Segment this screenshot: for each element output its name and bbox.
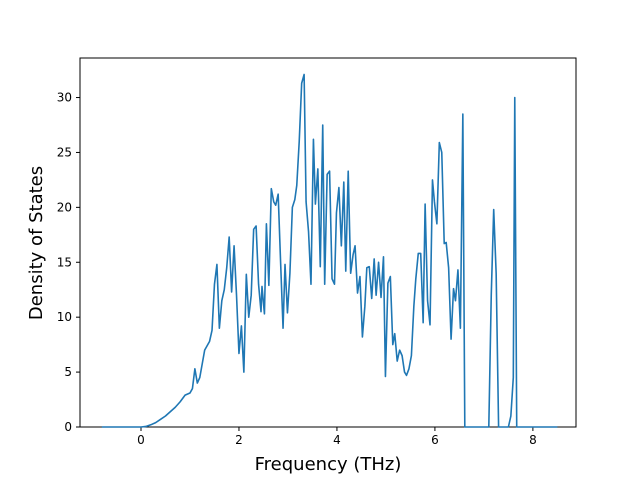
- y-tick-label: 20: [57, 200, 72, 214]
- x-axis-label: Frequency (THz): [255, 454, 402, 475]
- y-tick-label: 10: [57, 310, 72, 324]
- y-axis-label: Density of States: [26, 166, 47, 320]
- x-tick-label: 6: [431, 433, 439, 447]
- x-tick-label: 8: [529, 433, 537, 447]
- x-tick-label: 0: [137, 433, 145, 447]
- x-tick-label: 2: [235, 433, 243, 447]
- y-tick-label: 30: [57, 91, 72, 105]
- y-tick-label: 25: [57, 145, 72, 159]
- y-tick-label: 0: [64, 420, 72, 434]
- line-series: [101, 73, 558, 428]
- y-tick-label: 5: [64, 365, 72, 379]
- plot-frame: [79, 57, 577, 428]
- y-tick-label: 15: [57, 255, 72, 269]
- x-tick-label: 4: [333, 433, 341, 447]
